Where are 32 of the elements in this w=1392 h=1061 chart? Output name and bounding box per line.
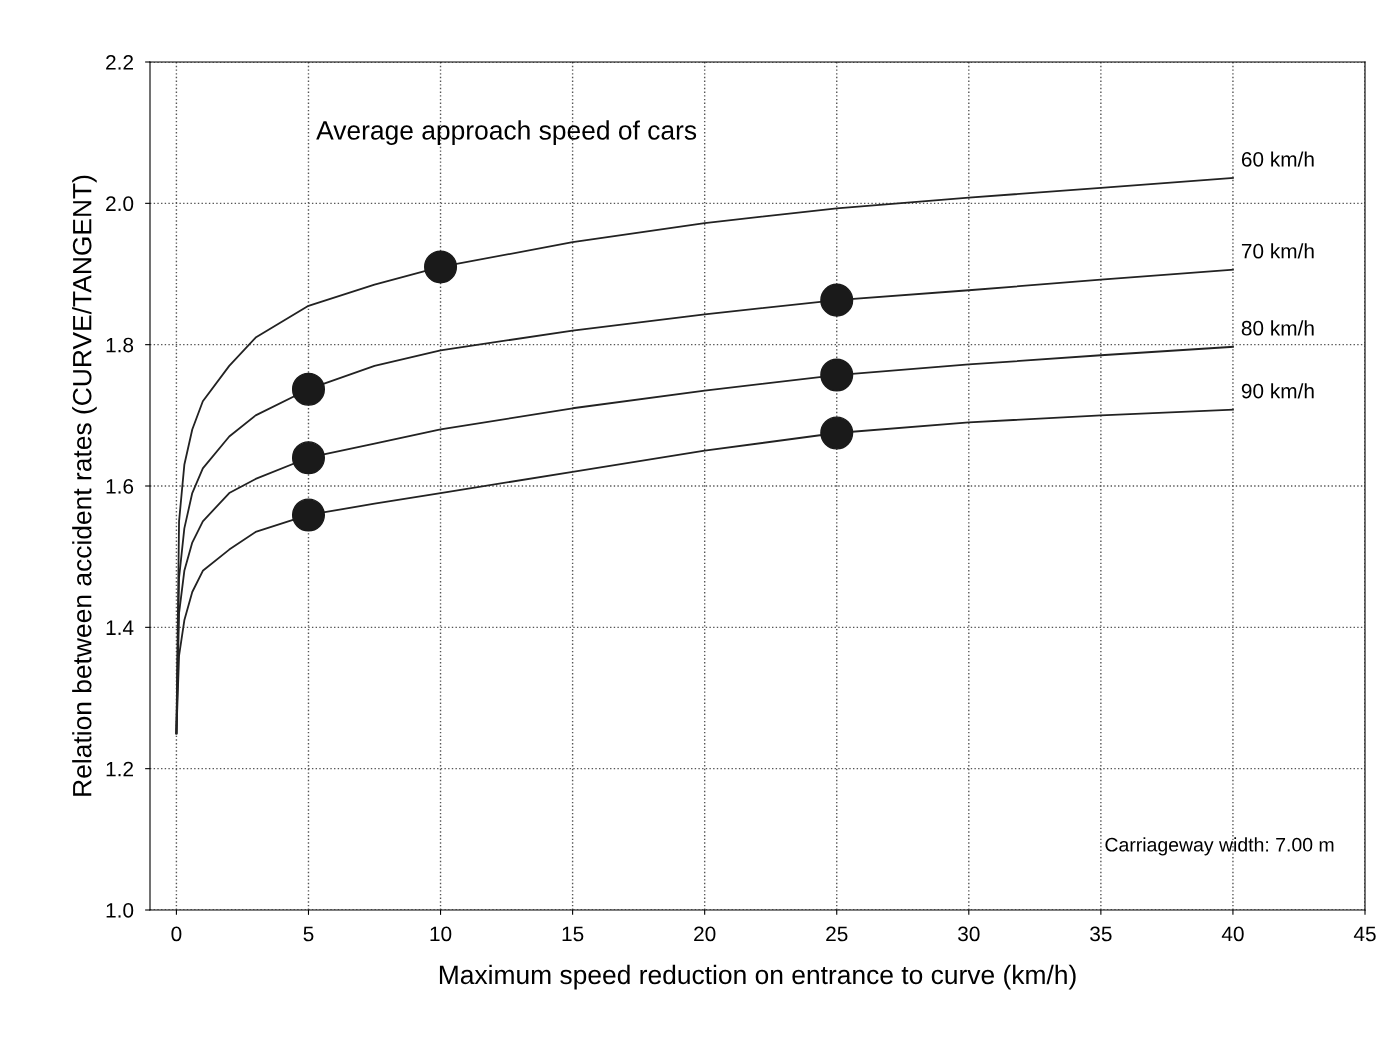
point [820, 283, 854, 317]
y-tick-label: 1.0 [106, 903, 134, 918]
y-tick-label: 1.6 [106, 479, 134, 494]
x-tick-label: 40 [1221, 926, 1244, 942]
text: Average approach speed of cars [316, 120, 697, 145]
y-tick-label: 1.4 [106, 620, 134, 635]
x-tick-label: 5 [303, 926, 314, 942]
point [820, 416, 854, 450]
x-tick-label: 45 [1353, 926, 1376, 942]
point [820, 358, 854, 392]
point [291, 498, 326, 532]
x-tick-label: 20 [694, 926, 716, 942]
point [291, 441, 326, 475]
point [424, 250, 458, 284]
y-tick-label: 2.2 [106, 55, 133, 70]
x-tick-label: 25 [826, 926, 848, 942]
series-label: 70 km/h [1241, 243, 1314, 259]
series-label: 60 km/h [1241, 151, 1314, 167]
x-tick-label: 35 [1090, 926, 1112, 942]
x-tick-label: 10 [430, 926, 452, 942]
x-tick-label: 30 [958, 926, 980, 942]
x-tick-label: 0 [171, 926, 182, 942]
y-tick-label: 1.2 [106, 761, 133, 777]
y-axis-title: Relation between accident rates (CURVE/TANGENT) [72, 175, 97, 796]
point [291, 372, 326, 406]
series-label: 80 km/h [1241, 320, 1314, 336]
x-tick-label: 15 [562, 926, 584, 942]
annotation: Carriageway width: 7.00 m [1105, 837, 1334, 856]
series-label: 90 km/h [1241, 383, 1314, 399]
y-tick-label: 2.0 [106, 196, 134, 212]
x-axis-title: Maximum speed reduction on entrance to curve (km/h) [439, 964, 1076, 990]
y-tick-label: 1.8 [106, 337, 134, 353]
